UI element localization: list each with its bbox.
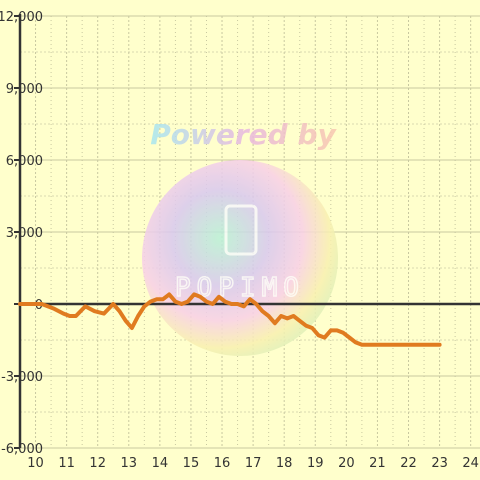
y-tick-label: 9,000 [6, 82, 43, 97]
watermark-logo-text: POPIMO [175, 273, 305, 303]
series-line [18, 292, 442, 347]
watermark-circle [142, 160, 338, 356]
y-tick-label: 6,000 [6, 154, 43, 169]
y-tick-label: 12,000 [0, 10, 43, 25]
y-tick-label: -3,000 [1, 370, 43, 385]
x-tick-label: 21 [369, 456, 386, 471]
x-tick-label: 16 [214, 456, 231, 471]
x-tick-label: 19 [307, 456, 324, 471]
x-tick-label: 12 [89, 456, 106, 471]
watermark-logo-icon [224, 204, 258, 256]
y-tick-label: 3,000 [6, 226, 43, 241]
x-tick-label: 20 [338, 456, 355, 471]
x-tick-label: 22 [400, 456, 417, 471]
x-tick-label: 18 [276, 456, 293, 471]
x-tick-label: 10 [27, 456, 44, 471]
x-tick-label: 13 [121, 456, 138, 471]
y-tick-label: -6,000 [1, 442, 43, 457]
x-tick-label: 17 [245, 456, 262, 471]
watermark-text: Powered by [150, 118, 337, 151]
watermark: Powered by POPIMO [142, 118, 338, 356]
x-tick-label: 15 [183, 456, 200, 471]
x-tick-label: 23 [431, 456, 448, 471]
x-tick-label: 14 [152, 456, 169, 471]
x-tick-label: 11 [58, 456, 75, 471]
x-tick-label: 24 [462, 456, 479, 471]
